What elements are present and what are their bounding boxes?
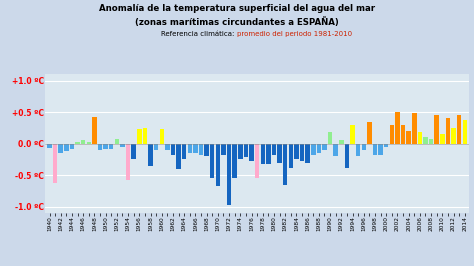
Text: Anomalía de la temperatura superficial del agua del mar: Anomalía de la temperatura superficial d… <box>99 4 375 13</box>
Bar <box>311 144 316 155</box>
Bar <box>199 144 203 155</box>
Bar <box>317 144 321 153</box>
Bar <box>429 139 433 144</box>
Bar <box>154 144 158 150</box>
Bar <box>367 122 372 144</box>
Bar <box>255 144 259 178</box>
Bar <box>137 128 142 144</box>
Bar <box>221 144 226 155</box>
Bar <box>131 144 136 159</box>
Bar <box>390 125 394 144</box>
Bar <box>238 144 243 159</box>
Bar <box>115 139 119 144</box>
Bar <box>182 144 186 159</box>
Bar <box>294 144 299 159</box>
Bar <box>165 144 170 150</box>
Bar <box>451 128 456 144</box>
Bar <box>277 144 282 163</box>
Bar <box>210 144 215 178</box>
Bar <box>457 115 461 144</box>
Bar <box>81 140 85 144</box>
Bar <box>53 144 57 183</box>
Bar <box>406 131 411 144</box>
Bar <box>204 144 209 156</box>
Bar <box>244 144 248 157</box>
Bar <box>249 144 254 161</box>
Bar <box>345 144 349 168</box>
Text: Referencia climática:: Referencia climática: <box>161 31 237 37</box>
Bar <box>98 144 102 150</box>
Bar <box>64 144 69 151</box>
Bar <box>266 144 271 164</box>
Bar <box>395 112 400 144</box>
Bar <box>373 144 377 155</box>
Text: (zonas marítimas circundantes a ESPAÑA): (zonas marítimas circundantes a ESPAÑA) <box>135 17 339 27</box>
Bar <box>401 125 405 144</box>
Bar <box>350 125 355 144</box>
Text: promedio del periodo 1981-2010: promedio del periodo 1981-2010 <box>237 31 352 37</box>
Bar <box>384 144 389 147</box>
Bar <box>47 144 52 148</box>
Bar <box>283 144 287 185</box>
Bar <box>171 144 175 155</box>
Bar <box>193 144 198 153</box>
Bar <box>463 120 467 144</box>
Bar <box>120 144 125 147</box>
Bar <box>435 115 439 144</box>
Bar <box>176 144 181 169</box>
Bar <box>328 132 332 144</box>
Bar <box>227 144 231 205</box>
Bar <box>148 144 153 166</box>
Bar <box>216 144 220 186</box>
Bar <box>378 144 383 155</box>
Bar <box>418 132 422 144</box>
Bar <box>58 144 63 153</box>
Bar <box>322 144 327 150</box>
Bar <box>75 142 80 144</box>
Bar <box>305 144 310 163</box>
Bar <box>356 144 360 156</box>
Bar <box>339 140 344 144</box>
Bar <box>334 144 338 156</box>
Bar <box>232 144 237 178</box>
Bar <box>412 114 417 144</box>
Bar <box>126 144 130 180</box>
Bar <box>92 117 97 144</box>
Bar <box>440 134 445 144</box>
Bar <box>143 128 147 144</box>
Bar <box>109 144 113 149</box>
Bar <box>446 118 450 144</box>
Bar <box>188 144 192 153</box>
Bar <box>70 144 74 149</box>
Bar <box>261 144 265 164</box>
Bar <box>160 128 164 144</box>
Bar <box>362 144 366 150</box>
Bar <box>300 144 304 161</box>
Bar <box>423 137 428 144</box>
Bar <box>103 144 108 149</box>
Bar <box>289 144 293 168</box>
Bar <box>87 142 91 144</box>
Bar <box>272 144 276 155</box>
